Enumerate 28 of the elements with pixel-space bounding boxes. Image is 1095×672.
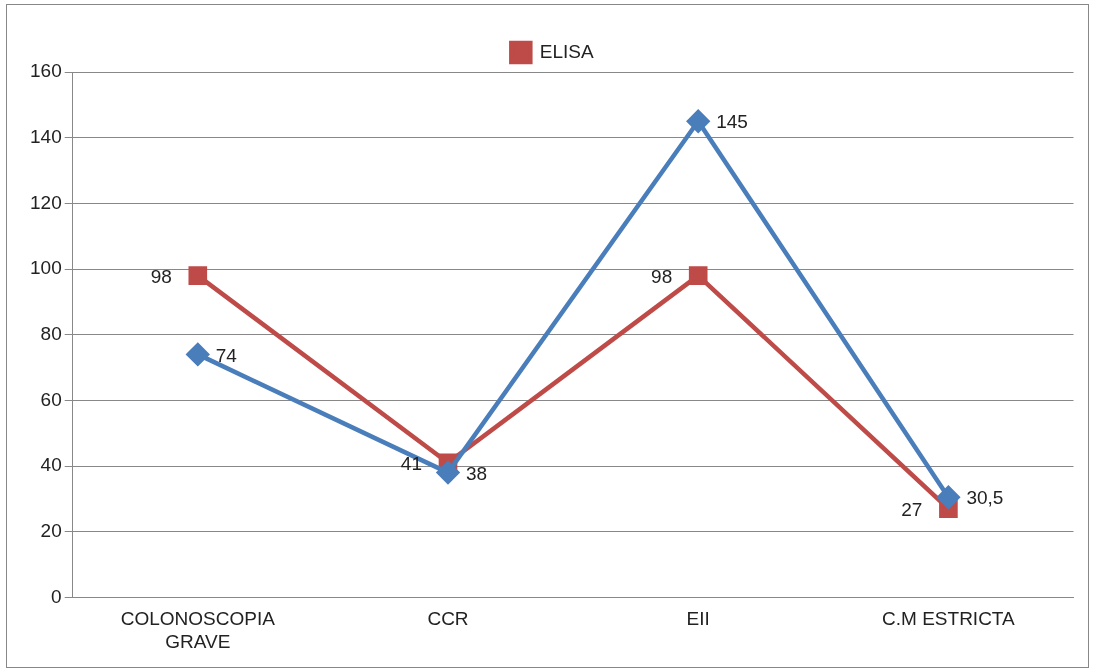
- data-label: 30,5: [966, 487, 1004, 509]
- y-tick-label: 100: [30, 257, 62, 279]
- y-tick-label: 60: [40, 388, 62, 410]
- data-label: 74: [215, 344, 238, 366]
- point: [188, 266, 208, 285]
- data-label: 98: [651, 265, 673, 287]
- y-tick-label: 20: [40, 519, 62, 541]
- x-tick-label: CCR: [427, 608, 469, 630]
- x-tick-label: COLONOSCOPIA GRAVE: [120, 608, 276, 652]
- data-label: 98: [150, 265, 172, 287]
- y-tick-label: 160: [30, 60, 62, 82]
- legend-label: ELISA: [539, 40, 595, 62]
- y-tick-label: 0: [51, 585, 62, 607]
- point: [686, 110, 710, 133]
- point: [436, 461, 460, 484]
- y-tick-label: 140: [30, 125, 62, 147]
- x-tick-label: C.M ESTRICTA: [882, 608, 1016, 630]
- point: [186, 343, 210, 366]
- data-label: 27: [901, 498, 923, 520]
- point: [937, 486, 960, 509]
- y-tick-label: 120: [30, 191, 62, 213]
- x-tick-label: EII: [686, 608, 710, 630]
- data-label: 145: [716, 111, 748, 133]
- data-label: 41: [400, 453, 422, 474]
- y-tick-label: 80: [40, 322, 62, 344]
- data-label: 38: [466, 462, 488, 484]
- point: [688, 266, 708, 285]
- y-tick-label: 40: [40, 454, 62, 476]
